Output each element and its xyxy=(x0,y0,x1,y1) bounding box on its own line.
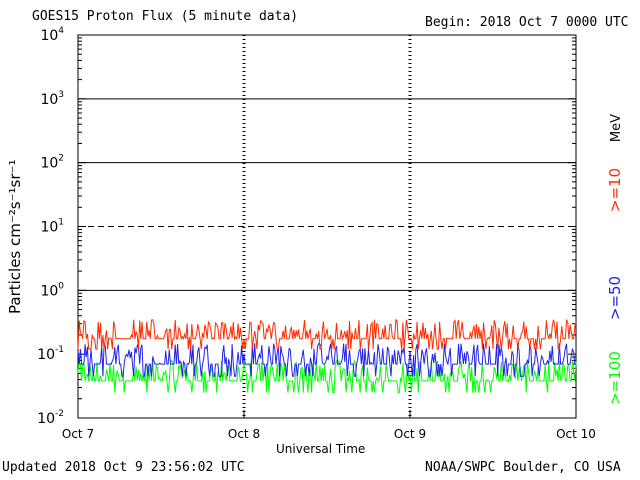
series-line xyxy=(77,342,576,377)
legend-label: >=100 xyxy=(606,351,624,405)
x-tick-label: Oct 9 xyxy=(394,427,426,441)
y-tick-label: 100 xyxy=(40,281,64,299)
y-tick-label: 102 xyxy=(40,154,64,172)
begin-date: Begin: 2018 Oct 7 0000 UTC xyxy=(425,15,629,30)
footer-updated: Updated 2018 Oct 9 23:56:02 UTC xyxy=(2,460,245,475)
series-line xyxy=(77,359,577,394)
legend-label: >=10 xyxy=(606,168,624,212)
chart-title: GOES15 Proton Flux (5 minute data) xyxy=(32,9,299,24)
series-line xyxy=(77,318,577,350)
footer-source: NOAA/SWPC Boulder, CO USA xyxy=(425,460,621,475)
y-tick-label: 104 xyxy=(40,26,64,44)
y-tick-label: 101 xyxy=(40,218,64,236)
y-tick-label: 10-1 xyxy=(37,345,64,363)
y-tick-label: 103 xyxy=(40,90,64,108)
y-tick-label: 10-2 xyxy=(37,409,64,427)
x-tick-label: Oct 7 xyxy=(62,427,94,441)
x-tick-label: Oct 8 xyxy=(228,427,260,441)
x-axis-label: Universal Time xyxy=(276,442,366,456)
legend-unit: MeV xyxy=(609,114,624,142)
x-tick-label: Oct 10 xyxy=(556,427,596,441)
y-axis-label: Particles cm⁻²s⁻¹sr⁻¹ xyxy=(6,159,24,314)
legend-label: >=50 xyxy=(606,276,624,320)
